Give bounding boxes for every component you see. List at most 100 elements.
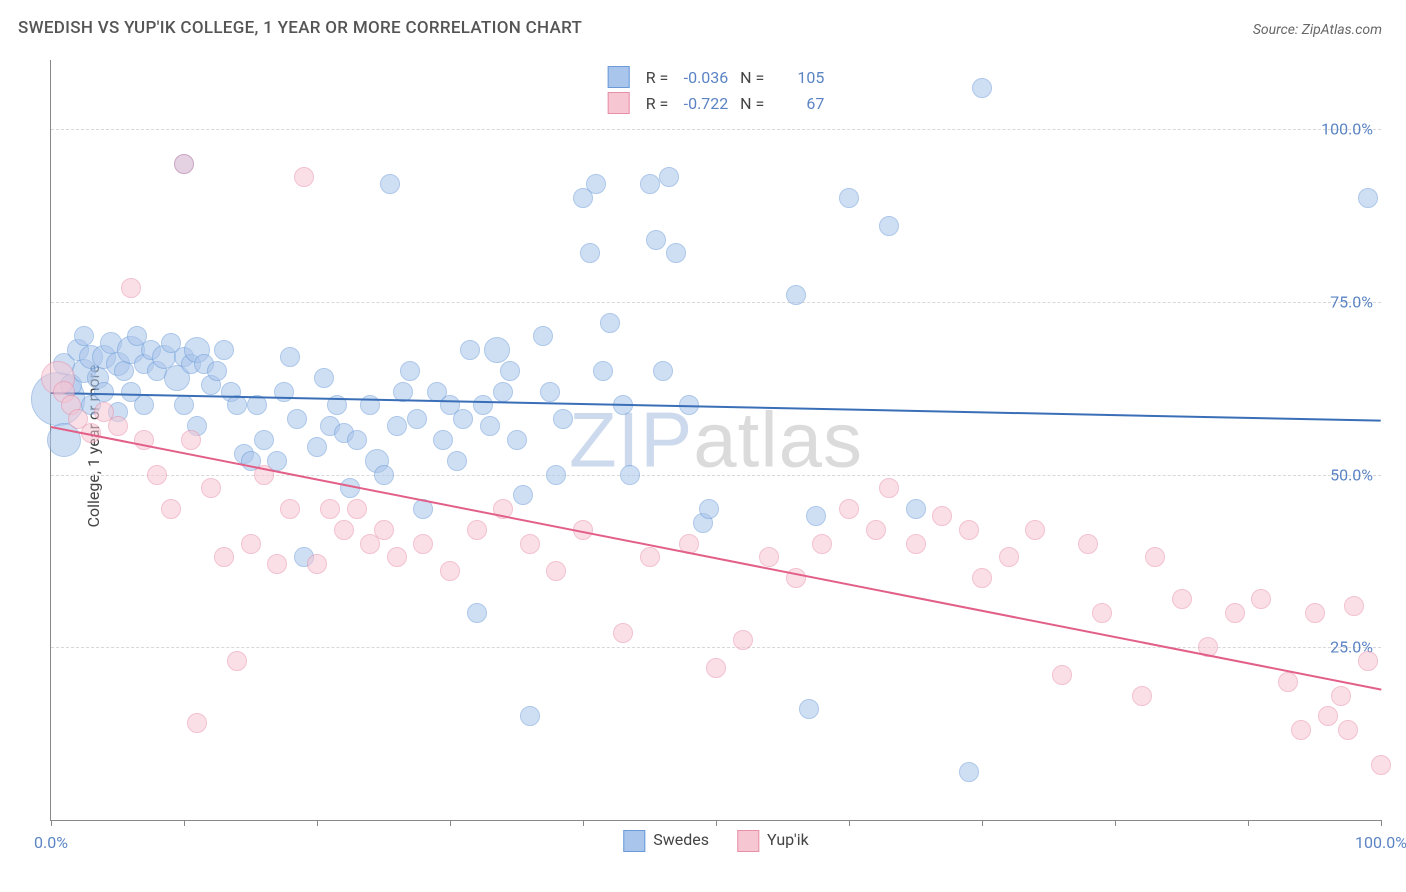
data-point [1251, 589, 1271, 609]
data-point [74, 326, 94, 346]
data-point [1331, 686, 1351, 706]
data-point [280, 347, 300, 367]
data-point [433, 430, 453, 450]
data-point [799, 699, 819, 719]
data-point [500, 361, 520, 381]
data-point [374, 465, 394, 485]
data-point [593, 361, 613, 381]
data-point [241, 534, 261, 554]
data-point [347, 499, 367, 519]
x-tick [51, 820, 52, 826]
data-point [94, 382, 114, 402]
data-point [959, 762, 979, 782]
data-point [646, 230, 666, 250]
data-point [1305, 603, 1325, 623]
data-point [214, 340, 234, 360]
data-point [653, 361, 673, 381]
legend-swatch [608, 92, 630, 114]
data-point [374, 520, 394, 540]
data-point [440, 561, 460, 581]
data-point [699, 499, 719, 519]
data-point [507, 430, 527, 450]
legend-item: Swedes [623, 830, 709, 852]
data-point [280, 499, 300, 519]
data-point [613, 623, 633, 643]
data-point [174, 154, 194, 174]
data-point [640, 174, 660, 194]
legend-stat-row: R = -0.036 N = 105 [608, 64, 825, 90]
data-point [287, 409, 307, 429]
x-tick [317, 820, 318, 826]
data-point [640, 547, 660, 567]
gridline-horizontal [51, 647, 1381, 648]
data-point [1225, 603, 1245, 623]
data-point [520, 706, 540, 726]
data-point [759, 547, 779, 567]
data-point [959, 520, 979, 540]
legend-label: Yup'ik [767, 830, 809, 849]
x-tick-label: 100.0% [1355, 833, 1406, 852]
data-point [227, 395, 247, 415]
y-tick-label: 75.0% [1330, 292, 1373, 311]
data-point [839, 499, 859, 519]
data-point [1078, 534, 1098, 554]
data-point [1344, 596, 1364, 616]
trend-line [51, 426, 1381, 691]
data-point [1025, 520, 1045, 540]
data-point [1358, 651, 1378, 671]
scatter-plot-area: ZIPatlas R = -0.036 N = 105R = -0.722 N … [50, 60, 1381, 821]
data-point [347, 430, 367, 450]
legend-swatch [623, 830, 645, 852]
data-point [147, 465, 167, 485]
data-point [134, 395, 154, 415]
data-point [413, 534, 433, 554]
data-point [533, 326, 553, 346]
y-tick-label: 50.0% [1330, 465, 1373, 484]
data-point [187, 713, 207, 733]
data-point [161, 499, 181, 519]
data-point [806, 506, 826, 526]
x-tick [1248, 820, 1249, 826]
data-point [473, 395, 493, 415]
data-point [108, 416, 128, 436]
gridline-horizontal [51, 475, 1381, 476]
x-tick [583, 820, 584, 826]
data-point [480, 416, 500, 436]
data-point [1318, 706, 1338, 726]
data-point [540, 382, 560, 402]
data-point [121, 278, 141, 298]
data-point [879, 478, 899, 498]
data-point [786, 285, 806, 305]
data-point [460, 340, 480, 360]
data-point [320, 499, 340, 519]
data-point [1172, 589, 1192, 609]
data-point [453, 409, 473, 429]
data-point [267, 554, 287, 574]
data-point [733, 630, 753, 650]
data-point [447, 451, 467, 471]
x-tick [982, 820, 983, 826]
series-legend: Swedes Yup'ik [623, 830, 808, 852]
data-point [1052, 665, 1072, 685]
data-point [1358, 188, 1378, 208]
y-tick-label: 100.0% [1321, 120, 1373, 139]
correlation-legend: R = -0.036 N = 105 R = -0.722 N = 67 [598, 60, 835, 120]
data-point [1278, 672, 1298, 692]
legend-stat-row: R = -0.722 N = 67 [608, 90, 825, 116]
legend-label: Swedes [653, 830, 709, 849]
data-point [207, 361, 227, 381]
data-point [932, 506, 952, 526]
legend-item: Yup'ik [737, 830, 809, 852]
data-point [906, 499, 926, 519]
gridline-horizontal [51, 129, 1381, 130]
data-point [334, 520, 354, 540]
data-point [972, 568, 992, 588]
data-point [513, 485, 533, 505]
data-point [546, 561, 566, 581]
data-point [247, 395, 267, 415]
data-point [580, 243, 600, 263]
x-tick [849, 820, 850, 826]
legend-stat-text: R = -0.036 N = 105 [646, 68, 825, 87]
data-point [520, 534, 540, 554]
data-point [553, 409, 573, 429]
